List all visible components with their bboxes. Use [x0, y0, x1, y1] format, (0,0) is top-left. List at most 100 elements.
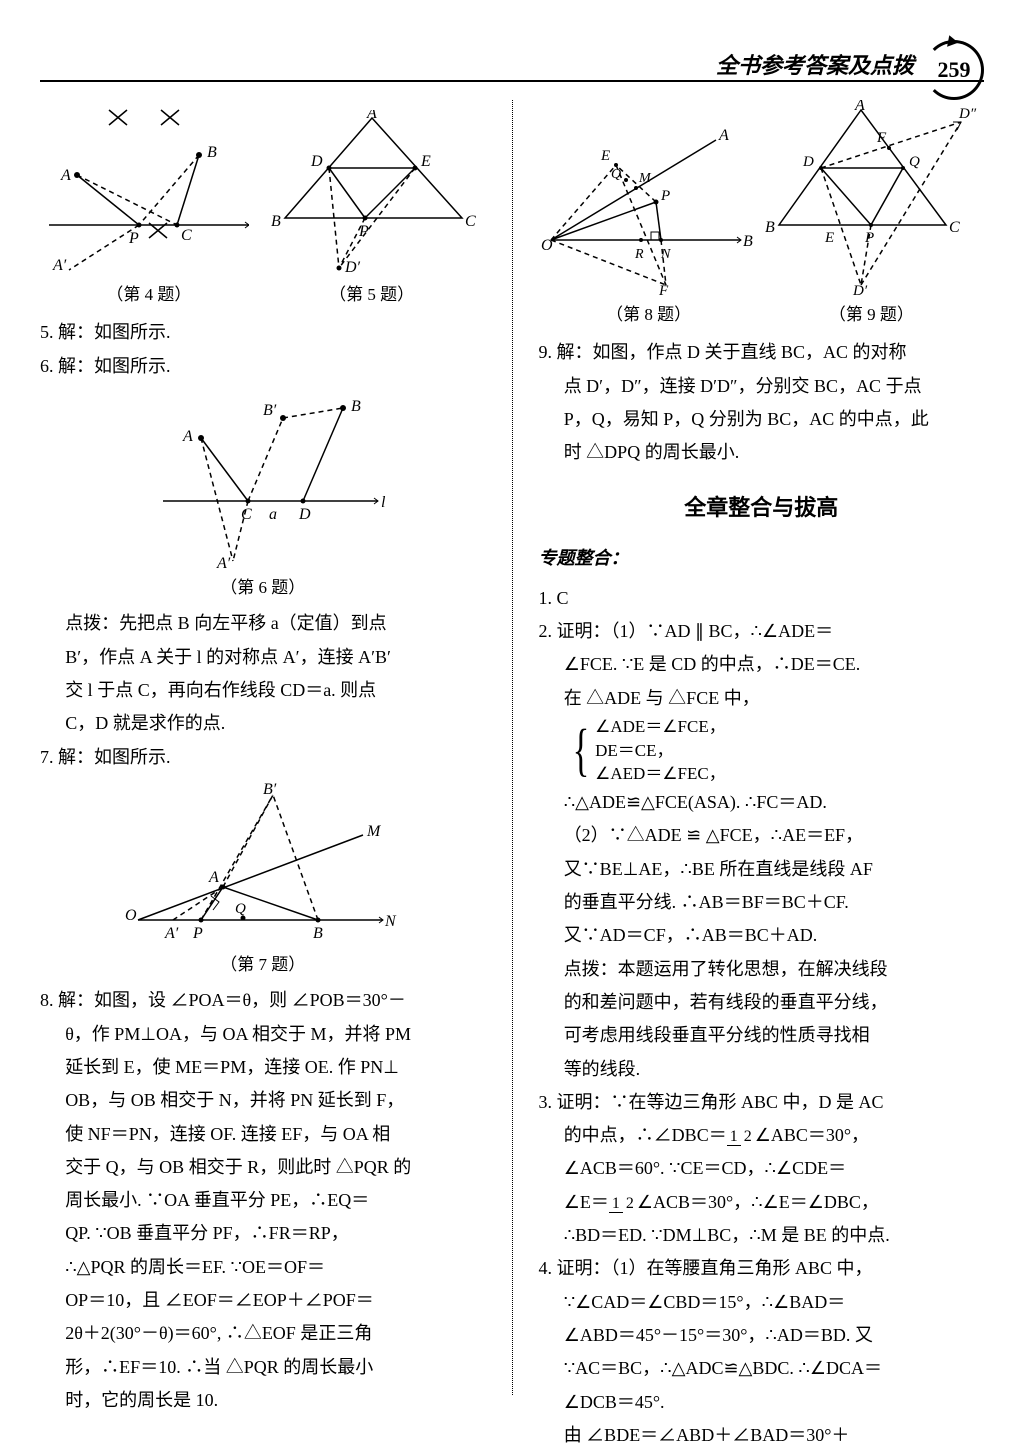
q1: 1. C	[539, 582, 985, 615]
q2-b: ∠FCE. ∵E 是 CD 的中点，∴DE＝CE.	[539, 648, 985, 681]
svg-text:E: E	[824, 230, 834, 246]
q8-d: OB，与 OB 相交于 N，并将 PN 延长到 F，	[40, 1084, 486, 1117]
figure-4: A B P C A′ （第 4 题）	[49, 100, 249, 310]
q4-a: 4. 证明：（1）在等腰直角三角形 ABC 中，	[539, 1252, 985, 1285]
subhead-zhuanti: 专题整合：	[539, 542, 985, 575]
svg-text:P: P	[660, 188, 670, 204]
figure-5: A B C D E P D′ （第 5 题）	[267, 110, 477, 310]
q6-text: 6. 解：如图所示.	[40, 350, 486, 383]
q3-b: 的中点，∴∠DBC＝12∠ABC＝30°，	[539, 1119, 985, 1152]
figure-8: B A O P M E Q N R F	[541, 110, 756, 330]
svg-text:B: B	[743, 233, 753, 250]
q2-j: 的和差问题中，若有线段的垂直平分线，	[539, 986, 985, 1019]
q3-d-post: ∠ACB＝30°，∴∠E＝∠DBC，	[637, 1192, 879, 1212]
brace-line-2: DE＝CE，	[595, 739, 726, 763]
svg-text:D: D	[310, 153, 323, 170]
q8-i: ∴△PQR 的周长＝EF. ∵OE＝OF＝	[40, 1251, 486, 1284]
q4-b: ∵∠CAD＝∠CBD＝15°，∴∠BAD＝	[539, 1286, 985, 1319]
q2-h: 又∵AD＝CF，∴AB＝BC＋AD.	[539, 919, 985, 952]
q8-h: QP. ∵OB 垂直平分 PF，∴FR＝RP，	[40, 1217, 486, 1250]
svg-text:A: A	[60, 167, 71, 184]
q3-e: ∴BD＝ED. ∵DM⊥BC，∴M 是 BE 的中点.	[539, 1219, 985, 1252]
figure-9-caption: （第 9 题）	[761, 299, 981, 330]
q2-i: 点拨：本题运用了转化思想，在解决线段	[539, 953, 985, 986]
svg-text:B: B	[351, 398, 361, 415]
figure-9: A B C D F Q P E D′ D″	[761, 100, 981, 330]
svg-text:A′: A′	[216, 555, 231, 568]
q7-text: 7. 解：如图所示.	[40, 741, 486, 774]
q2-e: （2）∵△ADE ≌ △FCE，∴AE＝EF，	[539, 819, 985, 852]
q3-b-pre: 的中点，∴∠DBC＝	[564, 1125, 727, 1145]
fraction-1-2b: 12	[609, 1196, 637, 1212]
svg-text:B: B	[271, 213, 281, 230]
figure-5-svg: A B C D E P D′	[267, 110, 477, 275]
q2-d: ∴△ADE≌△FCE(ASA). ∴FC＝AD.	[539, 786, 985, 819]
figure-4-caption: （第 4 题）	[49, 279, 249, 310]
left-brace-icon: {	[573, 724, 590, 776]
svg-text:A′: A′	[52, 257, 67, 274]
svg-text:C: C	[949, 219, 960, 236]
page-number: 259	[924, 40, 984, 100]
svg-text:P: P	[358, 223, 369, 240]
q9-d: 时 △DPQ 的周长最小.	[539, 436, 985, 469]
q6-dianbo-c: 交 l 于点 C，再向右作线段 CD＝a. 则点	[40, 674, 486, 707]
figure-row-4-5: A B P C A′ （第 4 题）	[40, 100, 486, 310]
svg-text:A′: A′	[164, 925, 179, 942]
figure-6-caption: （第 6 题）	[133, 572, 393, 603]
q8-l: 形，∴EF＝10. ∴当 △PQR 的周长最小	[40, 1351, 486, 1384]
brace-group: { ∠ADE＝∠FCE， DE＝CE， ∠AED＝∠FEC，	[539, 715, 985, 786]
svg-text:A: A	[854, 100, 865, 114]
svg-text:a: a	[269, 506, 277, 523]
q2-a: 2. 证明：（1）∵AD ∥ BC，∴∠ADE＝	[539, 615, 985, 648]
q6-dianbo-d: C，D 就是求作的点.	[40, 707, 486, 740]
svg-text:l: l	[381, 494, 386, 511]
svg-text:E: E	[600, 148, 610, 164]
q9-a: 9. 解：如图，作点 D 关于直线 BC，AC 的对称	[539, 336, 985, 369]
q8-f: 交于 Q，与 OB 相交于 R，则此时 △PQR 的	[40, 1151, 486, 1184]
q8-a: 8. 解：如图，设 ∠POA＝θ，则 ∠POB＝30°－	[40, 984, 486, 1017]
figure-row-8-9: B A O P M E Q N R F	[539, 100, 985, 330]
content-columns: A B P C A′ （第 4 题）	[40, 100, 984, 1395]
q3-b-post: ∠ABC＝30°，	[755, 1125, 869, 1145]
q8-c: 延长到 E，使 ME＝PM，连接 OE. 作 PN⊥	[40, 1051, 486, 1084]
svg-text:O: O	[125, 907, 137, 924]
svg-text:B: B	[313, 925, 323, 942]
page-number-text: 259	[938, 57, 971, 83]
q2-l: 等的线段.	[539, 1053, 985, 1086]
q8-g: 周长最小. ∵OA 垂直平分 PE，∴EQ＝	[40, 1184, 486, 1217]
brace-lines: ∠ADE＝∠FCE， DE＝CE， ∠AED＝∠FEC，	[595, 715, 726, 786]
figure-8-caption: （第 8 题）	[541, 299, 756, 330]
q4-c: ∠ABD＝45°－15°＝30°，∴AD＝BD. 又	[539, 1319, 985, 1352]
q3-d: ∠E＝12∠ACB＝30°，∴∠E＝∠DBC，	[539, 1186, 985, 1219]
right-column: B A O P M E Q N R F	[539, 100, 985, 1395]
svg-text:A: A	[718, 127, 729, 144]
svg-text:E: E	[420, 153, 431, 170]
svg-text:D′: D′	[344, 259, 361, 275]
svg-text:N: N	[384, 913, 397, 930]
q4-f: 由 ∠BDE＝∠ABD＋∠BAD＝30°＋	[539, 1419, 985, 1452]
svg-text:A: A	[208, 869, 219, 886]
svg-text:A: A	[182, 428, 193, 445]
q4-d: ∵AC＝BC，∴△ADC≌△BDC. ∴∠DCA＝	[539, 1352, 985, 1385]
svg-text:C: C	[465, 213, 476, 230]
svg-text:C: C	[181, 227, 192, 244]
figure-6-svg: l A B B′ C D a A′	[133, 393, 393, 568]
brace-line-1: ∠ADE＝∠FCE，	[595, 715, 726, 739]
svg-text:D″: D″	[958, 106, 977, 122]
q2-f: 又∵BE⊥AE，∴BE 所在直线是线段 AF	[539, 853, 985, 886]
svg-text:P: P	[128, 230, 139, 247]
q9-b: 点 D′，D″，连接 D′D″，分别交 BC，AC 于点	[539, 370, 985, 403]
q2-g: 的垂直平分线. ∴AB＝BF＝BC＋CF.	[539, 886, 985, 919]
q8-b: θ，作 PM⊥OA，与 OA 相交于 M，并将 PM	[40, 1018, 486, 1051]
q8-m: 时，它的周长是 10.	[40, 1384, 486, 1417]
svg-text:F: F	[876, 130, 887, 146]
figure-7-caption: （第 7 题）	[123, 949, 403, 980]
header-divider	[40, 80, 984, 82]
q9-c: P，Q，易知 P，Q 分别为 BC，AC 的中点，此	[539, 403, 985, 436]
q4-e: ∠DCB＝45°.	[539, 1386, 985, 1419]
q5-text: 5. 解：如图所示.	[40, 316, 486, 349]
svg-text:D: D	[298, 506, 311, 523]
q2-c: 在 △ADE 与 △FCE 中，	[539, 682, 985, 715]
q8-k: 2θ＋2(30°－θ)＝60°, ∴△EOF 是正三角	[40, 1317, 486, 1350]
fraction-1-2a: 12	[727, 1129, 755, 1145]
